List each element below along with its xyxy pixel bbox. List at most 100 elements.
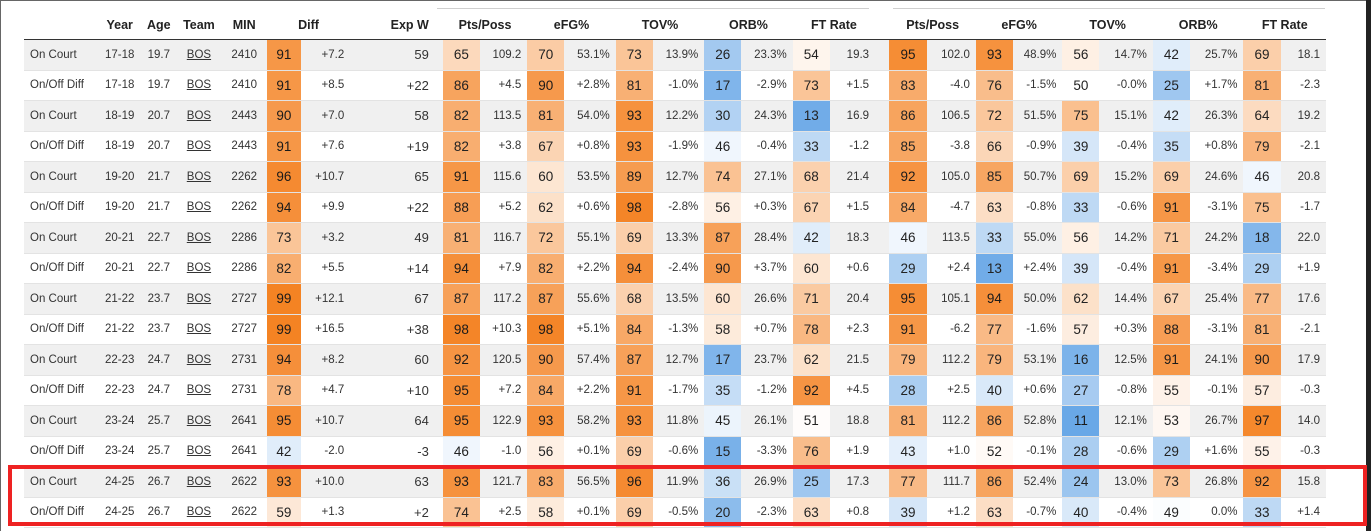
- spacer-cell: [875, 131, 890, 162]
- def-efg-value: +0.6%: [1012, 375, 1063, 406]
- table-row[interactable]: On Court 22-23 24.7 BOS 2731 94 +8.2 60 92 120.5 9…: [24, 344, 1326, 376]
- table-row[interactable]: On/Off Diff 18-19 20.7 BOS 2443 91 +7.6 +19 82 +3…: [24, 131, 1326, 162]
- table-row[interactable]: On/Off Diff 24-25 26.7 BOS 2622 59 +1.3 +2 74 +2.…: [24, 497, 1326, 528]
- def-ft-rate-value: 14.0: [1280, 405, 1326, 437]
- diff-percentile: 91: [266, 39, 301, 71]
- team-link[interactable]: BOS: [176, 100, 222, 132]
- def-efg-percentile: 63: [975, 497, 1013, 528]
- off-ft-rate-percentile: 51: [792, 405, 830, 437]
- header-off-efg[interactable]: eFG%: [527, 10, 616, 40]
- team-link[interactable]: BOS: [176, 466, 222, 498]
- min-cell: 2727: [221, 314, 267, 345]
- table-row[interactable]: On/Off Diff 20-21 22.7 BOS 2286 82 +5.5 +14 94 +7…: [24, 253, 1326, 284]
- header-def-ft-rate[interactable]: FT Rate: [1243, 10, 1326, 40]
- table-row[interactable]: On Court 17-18 19.7 BOS 2410 91 +7.2 59 65 109.2 7…: [24, 39, 1326, 71]
- team-link[interactable]: BOS: [176, 436, 222, 467]
- def-pts-poss-percentile: 91: [889, 314, 927, 345]
- off-pts-poss-value: +7.2: [479, 375, 528, 406]
- table-row[interactable]: On/Off Diff 23-24 25.7 BOS 2641 42 -2.0 -3 46 -1.…: [24, 436, 1326, 467]
- off-orb-value: -0.4%: [741, 131, 793, 162]
- def-ft-rate-percentile: 29: [1243, 253, 1281, 284]
- table-row[interactable]: On/Off Diff 21-22 23.7 BOS 2727 99 +16.5 +38 98 +…: [24, 314, 1326, 345]
- spacer-cell: [875, 161, 890, 193]
- header-def-efg[interactable]: eFG%: [975, 10, 1063, 40]
- header-def-pts-poss[interactable]: Pts/Poss: [889, 10, 976, 40]
- team-link[interactable]: BOS: [176, 314, 222, 345]
- def-ft-rate-percentile: 33: [1243, 497, 1281, 528]
- off-tov-value: -2.4%: [652, 253, 705, 284]
- header-label: [24, 10, 99, 40]
- team-link[interactable]: BOS: [176, 497, 222, 528]
- off-efg-percentile: 67: [527, 131, 565, 162]
- year-cell: 19-20: [98, 192, 142, 223]
- table-row[interactable]: On/Off Diff 17-18 19.7 BOS 2410 91 +8.5 +22 86 +4…: [24, 70, 1326, 101]
- header-year[interactable]: Year: [98, 10, 142, 40]
- team-link[interactable]: BOS: [176, 131, 222, 162]
- def-efg-percentile: 94: [975, 283, 1013, 315]
- exp-w-cell: +19: [350, 131, 443, 162]
- def-efg-percentile: 13: [975, 253, 1013, 284]
- table-row[interactable]: On Court 24-25 26.7 BOS 2622 93 +10.0 63 93 121.7…: [24, 466, 1326, 498]
- off-efg-percentile: 93: [527, 405, 565, 437]
- team-link[interactable]: BOS: [176, 283, 222, 315]
- spacer-cell: [875, 466, 890, 498]
- def-ft-rate-value: 17.9: [1280, 344, 1326, 376]
- table-row[interactable]: On Court 21-22 23.7 BOS 2727 99 +12.1 67 87 117.2…: [24, 283, 1326, 315]
- table-row[interactable]: On Court 20-21 22.7 BOS 2286 73 +3.2 49 81 116.7 7…: [24, 222, 1326, 254]
- age-cell: 26.7: [141, 466, 177, 498]
- header-off-ft-rate[interactable]: FT Rate: [792, 10, 876, 40]
- table-row[interactable]: On Court 19-20 21.7 BOS 2262 96 +10.7 65 91 115.6…: [24, 161, 1326, 193]
- header-exp-w[interactable]: Exp W: [350, 10, 443, 40]
- team-link[interactable]: BOS: [176, 70, 222, 101]
- team-link[interactable]: BOS: [176, 192, 222, 223]
- age-cell: 24.7: [141, 375, 177, 406]
- off-orb-value: -1.2%: [741, 375, 793, 406]
- def-efg-value: 50.7%: [1012, 161, 1063, 193]
- off-efg-value: +0.8%: [564, 131, 616, 162]
- team-link[interactable]: BOS: [176, 161, 222, 193]
- table-row[interactable]: On/Off Diff 19-20 21.7 BOS 2262 94 +9.9 +22 88 +5…: [24, 192, 1326, 223]
- header-def-tov[interactable]: TOV%: [1062, 10, 1153, 40]
- team-link[interactable]: BOS: [176, 39, 222, 71]
- def-ft-rate-value: +1.4: [1280, 497, 1326, 528]
- off-pts-poss-value: 122.9: [479, 405, 528, 437]
- def-tov-percentile: 56: [1062, 222, 1100, 254]
- diff-percentile: 42: [266, 436, 301, 467]
- table-row[interactable]: On Court 18-19 20.7 BOS 2443 90 +7.0 58 82 113.5 8…: [24, 100, 1326, 132]
- off-tov-percentile: 69: [615, 436, 653, 467]
- spacer-cell: [875, 314, 890, 345]
- min-cell: 2641: [221, 405, 267, 437]
- age-cell: 21.7: [141, 192, 177, 223]
- header-team[interactable]: Team: [176, 10, 222, 40]
- header-off-tov[interactable]: TOV%: [615, 10, 705, 40]
- year-cell: 20-21: [98, 222, 142, 254]
- table-row[interactable]: On Court 23-24 25.7 BOS 2641 95 +10.7 64 95 122.9…: [24, 405, 1326, 437]
- team-link[interactable]: BOS: [176, 375, 222, 406]
- table-row[interactable]: On/Off Diff 22-23 24.7 BOS 2731 78 +4.7 +10 95 +7…: [24, 375, 1326, 406]
- def-pts-poss-value: 113.5: [926, 222, 976, 254]
- def-tov-value: +0.3%: [1099, 314, 1153, 345]
- team-link[interactable]: BOS: [176, 344, 222, 376]
- header-off-orb[interactable]: ORB%: [704, 10, 793, 40]
- row-label: On/Off Diff: [24, 192, 99, 223]
- header-off-pts-poss[interactable]: Pts/Poss: [442, 10, 528, 40]
- def-pts-poss-value: +2.4: [926, 253, 976, 284]
- team-link[interactable]: BOS: [176, 405, 222, 437]
- off-tov-value: 12.2%: [652, 100, 705, 132]
- team-link[interactable]: BOS: [176, 253, 222, 284]
- header-diff[interactable]: Diff: [266, 10, 351, 40]
- def-tov-value: 13.0%: [1099, 466, 1153, 498]
- header-def-orb[interactable]: ORB%: [1152, 10, 1244, 40]
- header-min[interactable]: MIN: [221, 10, 267, 40]
- diff-value: +8.2: [300, 344, 351, 376]
- team-link[interactable]: BOS: [176, 222, 222, 254]
- diff-percentile: 94: [266, 192, 301, 223]
- def-tov-value: -0.0%: [1099, 70, 1153, 101]
- def-ft-rate-percentile: 81: [1243, 70, 1281, 101]
- def-ft-rate-value: 18.1: [1280, 39, 1326, 71]
- diff-value: +9.9: [300, 192, 351, 223]
- off-efg-percentile: 60: [527, 161, 565, 193]
- def-orb-value: 25.4%: [1189, 283, 1244, 315]
- header-age[interactable]: Age: [141, 10, 177, 40]
- off-pts-poss-percentile: 87: [442, 283, 480, 315]
